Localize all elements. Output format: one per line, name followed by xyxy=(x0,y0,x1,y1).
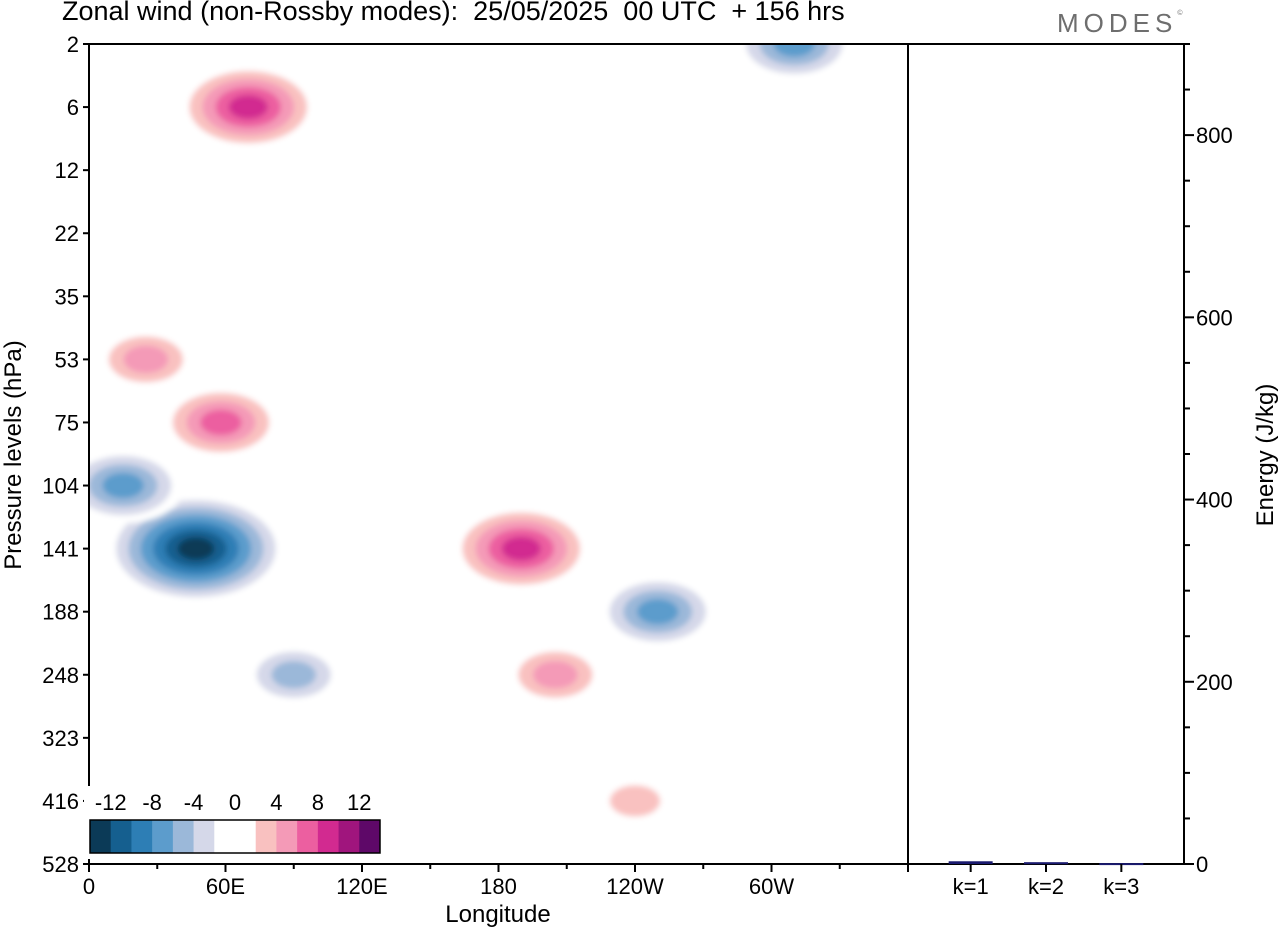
colorbar-label: 12 xyxy=(347,790,371,815)
colorbar-label: 4 xyxy=(270,790,282,815)
colorbar-swatch xyxy=(338,820,360,853)
y-tick-label: 248 xyxy=(42,663,79,688)
colorbar-swatch xyxy=(172,820,195,853)
x-tick-label: 120E xyxy=(336,874,387,899)
y-tick-label: 104 xyxy=(42,474,79,499)
feature-stratospheric-positive-streak xyxy=(176,63,321,152)
y-tick-label: 6 xyxy=(67,95,79,120)
y-tick-label: 141 xyxy=(42,537,79,562)
x-axis: 0 60E 120E 180 120W 60W xyxy=(83,864,909,899)
y-tick-label: 416 xyxy=(42,789,79,814)
colorbar-label: 8 xyxy=(312,790,324,815)
contour-level xyxy=(501,536,541,561)
contour-level xyxy=(533,661,578,689)
energy-bars: k=1 k=2 k=3 xyxy=(948,861,1144,899)
contour-blobs xyxy=(89,44,857,827)
energy-tick-label: 600 xyxy=(1196,305,1233,330)
energy-bar xyxy=(1024,862,1068,865)
contour-level xyxy=(271,661,317,689)
colorbar-frame xyxy=(89,819,381,854)
x-axis-title: Longitude xyxy=(445,901,550,928)
contour-field xyxy=(89,44,857,827)
energy-bar-label: k=1 xyxy=(953,874,989,899)
y-tick-label: 188 xyxy=(42,600,79,625)
logo-mark: © xyxy=(1177,10,1183,17)
feature-negative-band-104hPa xyxy=(89,447,186,524)
x-tick-label: 120W xyxy=(606,874,664,899)
energy-tick-label: 200 xyxy=(1196,670,1233,695)
chart-title: Zonal wind (non-Rossby modes): 25/05/202… xyxy=(62,0,845,26)
y-tick-label: 75 xyxy=(55,410,79,435)
colorbar-swatch xyxy=(235,820,257,853)
colorbar-swatch xyxy=(152,820,174,853)
contour-level xyxy=(102,472,144,499)
energy-axis: 0 200 400 600 800 xyxy=(1184,43,1233,877)
colorbar-swatch xyxy=(193,820,215,853)
colorbar-label: -8 xyxy=(142,790,162,815)
feature-negative-blob-188hPa xyxy=(595,573,720,650)
energy-bar xyxy=(948,861,993,864)
y-axis-title: Pressure levels (hPa) xyxy=(0,340,27,569)
feature-positive-band-53hPa xyxy=(93,327,198,392)
contour-level xyxy=(228,95,268,120)
colorbar-swatch xyxy=(359,820,381,853)
energy-axis-title: Energy (J/kg) xyxy=(1252,384,1279,527)
y-tick-label: 53 xyxy=(55,347,79,372)
bar-plot-frame xyxy=(907,43,1185,865)
colorbar-swatch xyxy=(297,820,319,853)
colorbar-label: -4 xyxy=(184,790,204,815)
contour-level xyxy=(609,785,661,817)
feature-positive-patch-416hPa xyxy=(593,774,677,827)
x-tick-label: 60W xyxy=(749,874,794,899)
colorbar-swatch xyxy=(110,820,132,853)
feature-negative-lobe-upper-trop xyxy=(241,642,346,707)
x-tick-label: 60E xyxy=(206,874,245,899)
y-tick-label: 35 xyxy=(55,284,79,309)
contour-level xyxy=(200,409,242,436)
x-tick-label: 0 xyxy=(83,874,95,899)
contour-level xyxy=(177,537,215,560)
feature-pacific-positive-jet-lower xyxy=(503,642,608,707)
y-tick-label: 22 xyxy=(55,221,79,246)
x-tick-label: 180 xyxy=(480,874,517,899)
colorbar: -12 -8 -4 0 4 8 12 xyxy=(84,786,386,859)
colorbar-swatch xyxy=(276,820,298,853)
energy-tick-label: 800 xyxy=(1196,123,1233,148)
contour-level xyxy=(637,598,679,625)
y-tick-label: 12 xyxy=(55,158,79,183)
y-tick-label: 528 xyxy=(42,852,79,877)
y-axis: 2 6 12 22 35 53 75 104 141 188 248 323 416 528 xyxy=(42,32,89,877)
feature-positive-blob-75hPa xyxy=(158,384,283,461)
modes-logo: MODES© xyxy=(1057,8,1183,39)
contour-level xyxy=(123,345,169,374)
contour-level xyxy=(773,44,815,57)
energy-tick-label: 400 xyxy=(1196,488,1233,513)
colorbar-swatch xyxy=(131,820,153,853)
y-tick-label: 2 xyxy=(67,32,79,57)
colorbar-swatch xyxy=(317,820,340,853)
feature-pacific-positive-jet xyxy=(449,504,594,593)
colorbar-label: -12 xyxy=(95,790,127,815)
colorbar-swatch xyxy=(255,820,277,853)
feature-tropopause-jet-negative-core xyxy=(103,492,288,605)
colorbar-label: 0 xyxy=(229,790,241,815)
logo-text: MODES xyxy=(1057,8,1178,38)
y-tick-label: 323 xyxy=(42,726,79,751)
energy-tick-label: 0 xyxy=(1196,852,1208,877)
energy-bar-label: k=2 xyxy=(1028,874,1064,899)
feature-stratospheric-negative-streak xyxy=(732,44,857,82)
energy-bar-label: k=3 xyxy=(1103,874,1139,899)
colorbar-swatch xyxy=(214,820,236,853)
colorbar-swatch xyxy=(90,820,112,853)
